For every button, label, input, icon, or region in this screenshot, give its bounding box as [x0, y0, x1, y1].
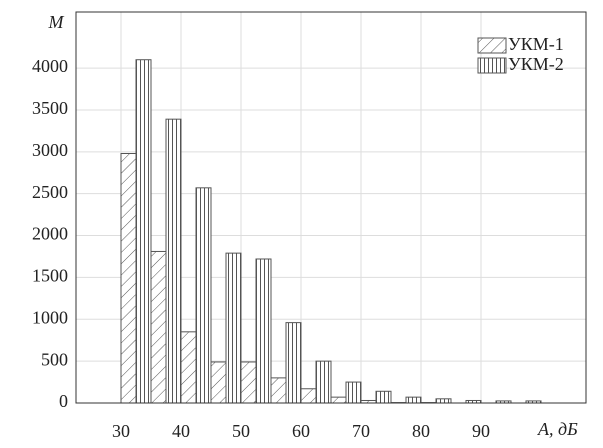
bar: [120, 152, 137, 404]
y-tick-label: 1000: [32, 307, 68, 327]
bar: [345, 381, 362, 404]
y-tick-label: 2000: [32, 224, 68, 244]
bar: [435, 398, 452, 404]
bar: [225, 252, 242, 404]
x-tick-label: 80: [412, 421, 430, 441]
bar: [150, 250, 167, 404]
x-tick-label: 50: [232, 421, 250, 441]
y-tick-label: 3500: [32, 98, 68, 118]
bar: [270, 377, 287, 404]
x-tick-label: 70: [352, 421, 370, 441]
plot-frame: [75, 11, 587, 404]
bar: [405, 396, 422, 404]
y-tick-label: 4000: [32, 56, 68, 76]
bar: [330, 396, 347, 404]
bar: [210, 361, 227, 404]
bar: [135, 59, 152, 404]
y-tick-label: 0: [59, 391, 68, 411]
legend-label: УКМ-2: [508, 54, 564, 74]
legend-swatch: [477, 57, 507, 74]
x-axis-label: A, дБ: [537, 419, 578, 439]
bar: [180, 331, 197, 404]
y-tick-label: 2500: [32, 182, 68, 202]
y-tick-label: 500: [41, 349, 68, 369]
bar: [315, 360, 332, 404]
bar: [375, 390, 392, 404]
bar: [285, 322, 302, 404]
x-tick-label: 30: [112, 421, 130, 441]
x-tick-label: 40: [172, 421, 190, 441]
x-tick-label: 90: [472, 421, 490, 441]
bar: [255, 258, 272, 404]
bar: [240, 361, 257, 404]
x-tick-label: 60: [292, 421, 310, 441]
y-tick-label: 1500: [32, 266, 68, 286]
y-tick-label: 3000: [32, 140, 68, 160]
bar: [195, 187, 212, 404]
bar: [300, 388, 317, 404]
bar: [165, 118, 182, 404]
legend-label: УКМ-1: [508, 34, 564, 54]
legend-swatch: [477, 37, 507, 54]
y-axis-label: M: [48, 12, 65, 32]
